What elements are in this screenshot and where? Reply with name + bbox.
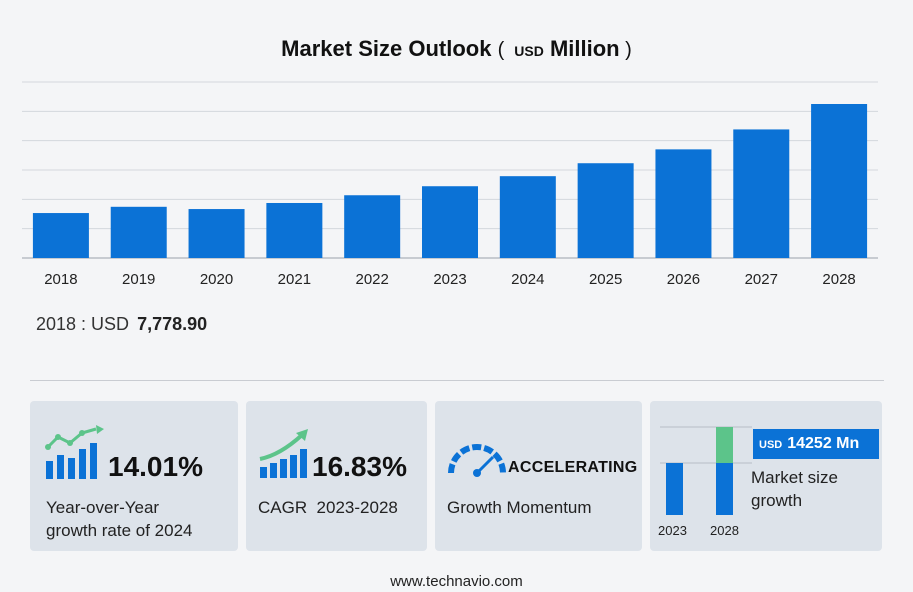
growth-label-line2: growth [751,491,803,510]
x-tick-label: 2022 [355,271,388,288]
momentum-value: ACCELERATING [508,459,638,476]
bar-2023 [422,186,478,258]
cagr-value: 16.83% [312,451,407,482]
bar-2020 [188,209,245,258]
bar-2025 [577,163,634,258]
x-tick-label: 2021 [278,271,311,288]
chart-x-labels: 2018 2019 2020 2021 2022 2023 2024 2025 2026 2027… [44,271,856,288]
bar-2022 [344,195,401,258]
x-tick-label: 2019 [122,271,155,288]
bar-chart: 2018 2019 2020 2021 2022 2023 2024 2025 2026 2027… [22,81,878,288]
cagr-label: CAGR 2023-2028 [258,498,398,517]
bar-2021 [266,202,323,258]
footer-url: www.technavio.com [390,573,523,590]
base-year-value: 2018 : USD 7,778.90 [36,314,207,335]
growth-chart-icon [45,425,104,479]
bar-2027 [733,129,790,258]
x-tick-label: 2026 [667,271,700,288]
bar-2028 [811,104,868,258]
x-tick-label: 2027 [745,271,778,288]
growth-value: 14252 Mn [787,435,860,452]
momentum-label: Growth Momentum [447,498,592,517]
x-tick-label: 2024 [511,271,544,288]
chart-bars [32,104,868,258]
bar-2018 [32,213,89,258]
title-currency: USD [514,43,544,59]
growth-year-start: 2023 [658,523,687,538]
bar-2024 [499,176,556,258]
yoy-label-line1: Year-over-Year [46,498,160,517]
growth-currency: USD [759,439,783,451]
speedometer-icon [448,444,506,477]
x-tick-label: 2025 [589,271,622,288]
divider [30,380,884,381]
growth-label-line1: Market size [751,468,838,487]
yoy-card: 14.01% Year-over-Year growth rate of 202… [30,401,238,551]
title-main: Market Size Outlook [281,36,492,61]
bar-2019 [110,206,167,258]
x-tick-label: 2018 [44,271,77,288]
base-year-label: 2018 : USD [36,314,130,334]
yoy-label-line2: growth rate of 2024 [46,521,193,540]
growth-card: 2023 2028 USD 14252 Mn Market size growth [650,401,882,551]
chart-title: Market Size Outlook (USD Million ) [281,36,632,61]
momentum-card: ACCELERATING Growth Momentum [435,401,642,551]
growth-year-end: 2028 [710,523,739,538]
yoy-value: 14.01% [108,451,203,482]
cagr-card: 16.83% CAGR 2023-2028 [246,401,427,551]
x-tick-label: 2020 [200,271,233,288]
x-tick-label: 2028 [822,271,855,288]
title-unit: Million [549,36,620,61]
base-year-amount: 7,778.90 [137,314,208,334]
growth-badge: USD 14252 Mn [753,429,879,459]
mini-bar-chart-icon [660,426,752,515]
bar-2026 [655,149,712,258]
x-tick-label: 2023 [433,271,466,288]
rising-bars-icon [259,429,308,478]
